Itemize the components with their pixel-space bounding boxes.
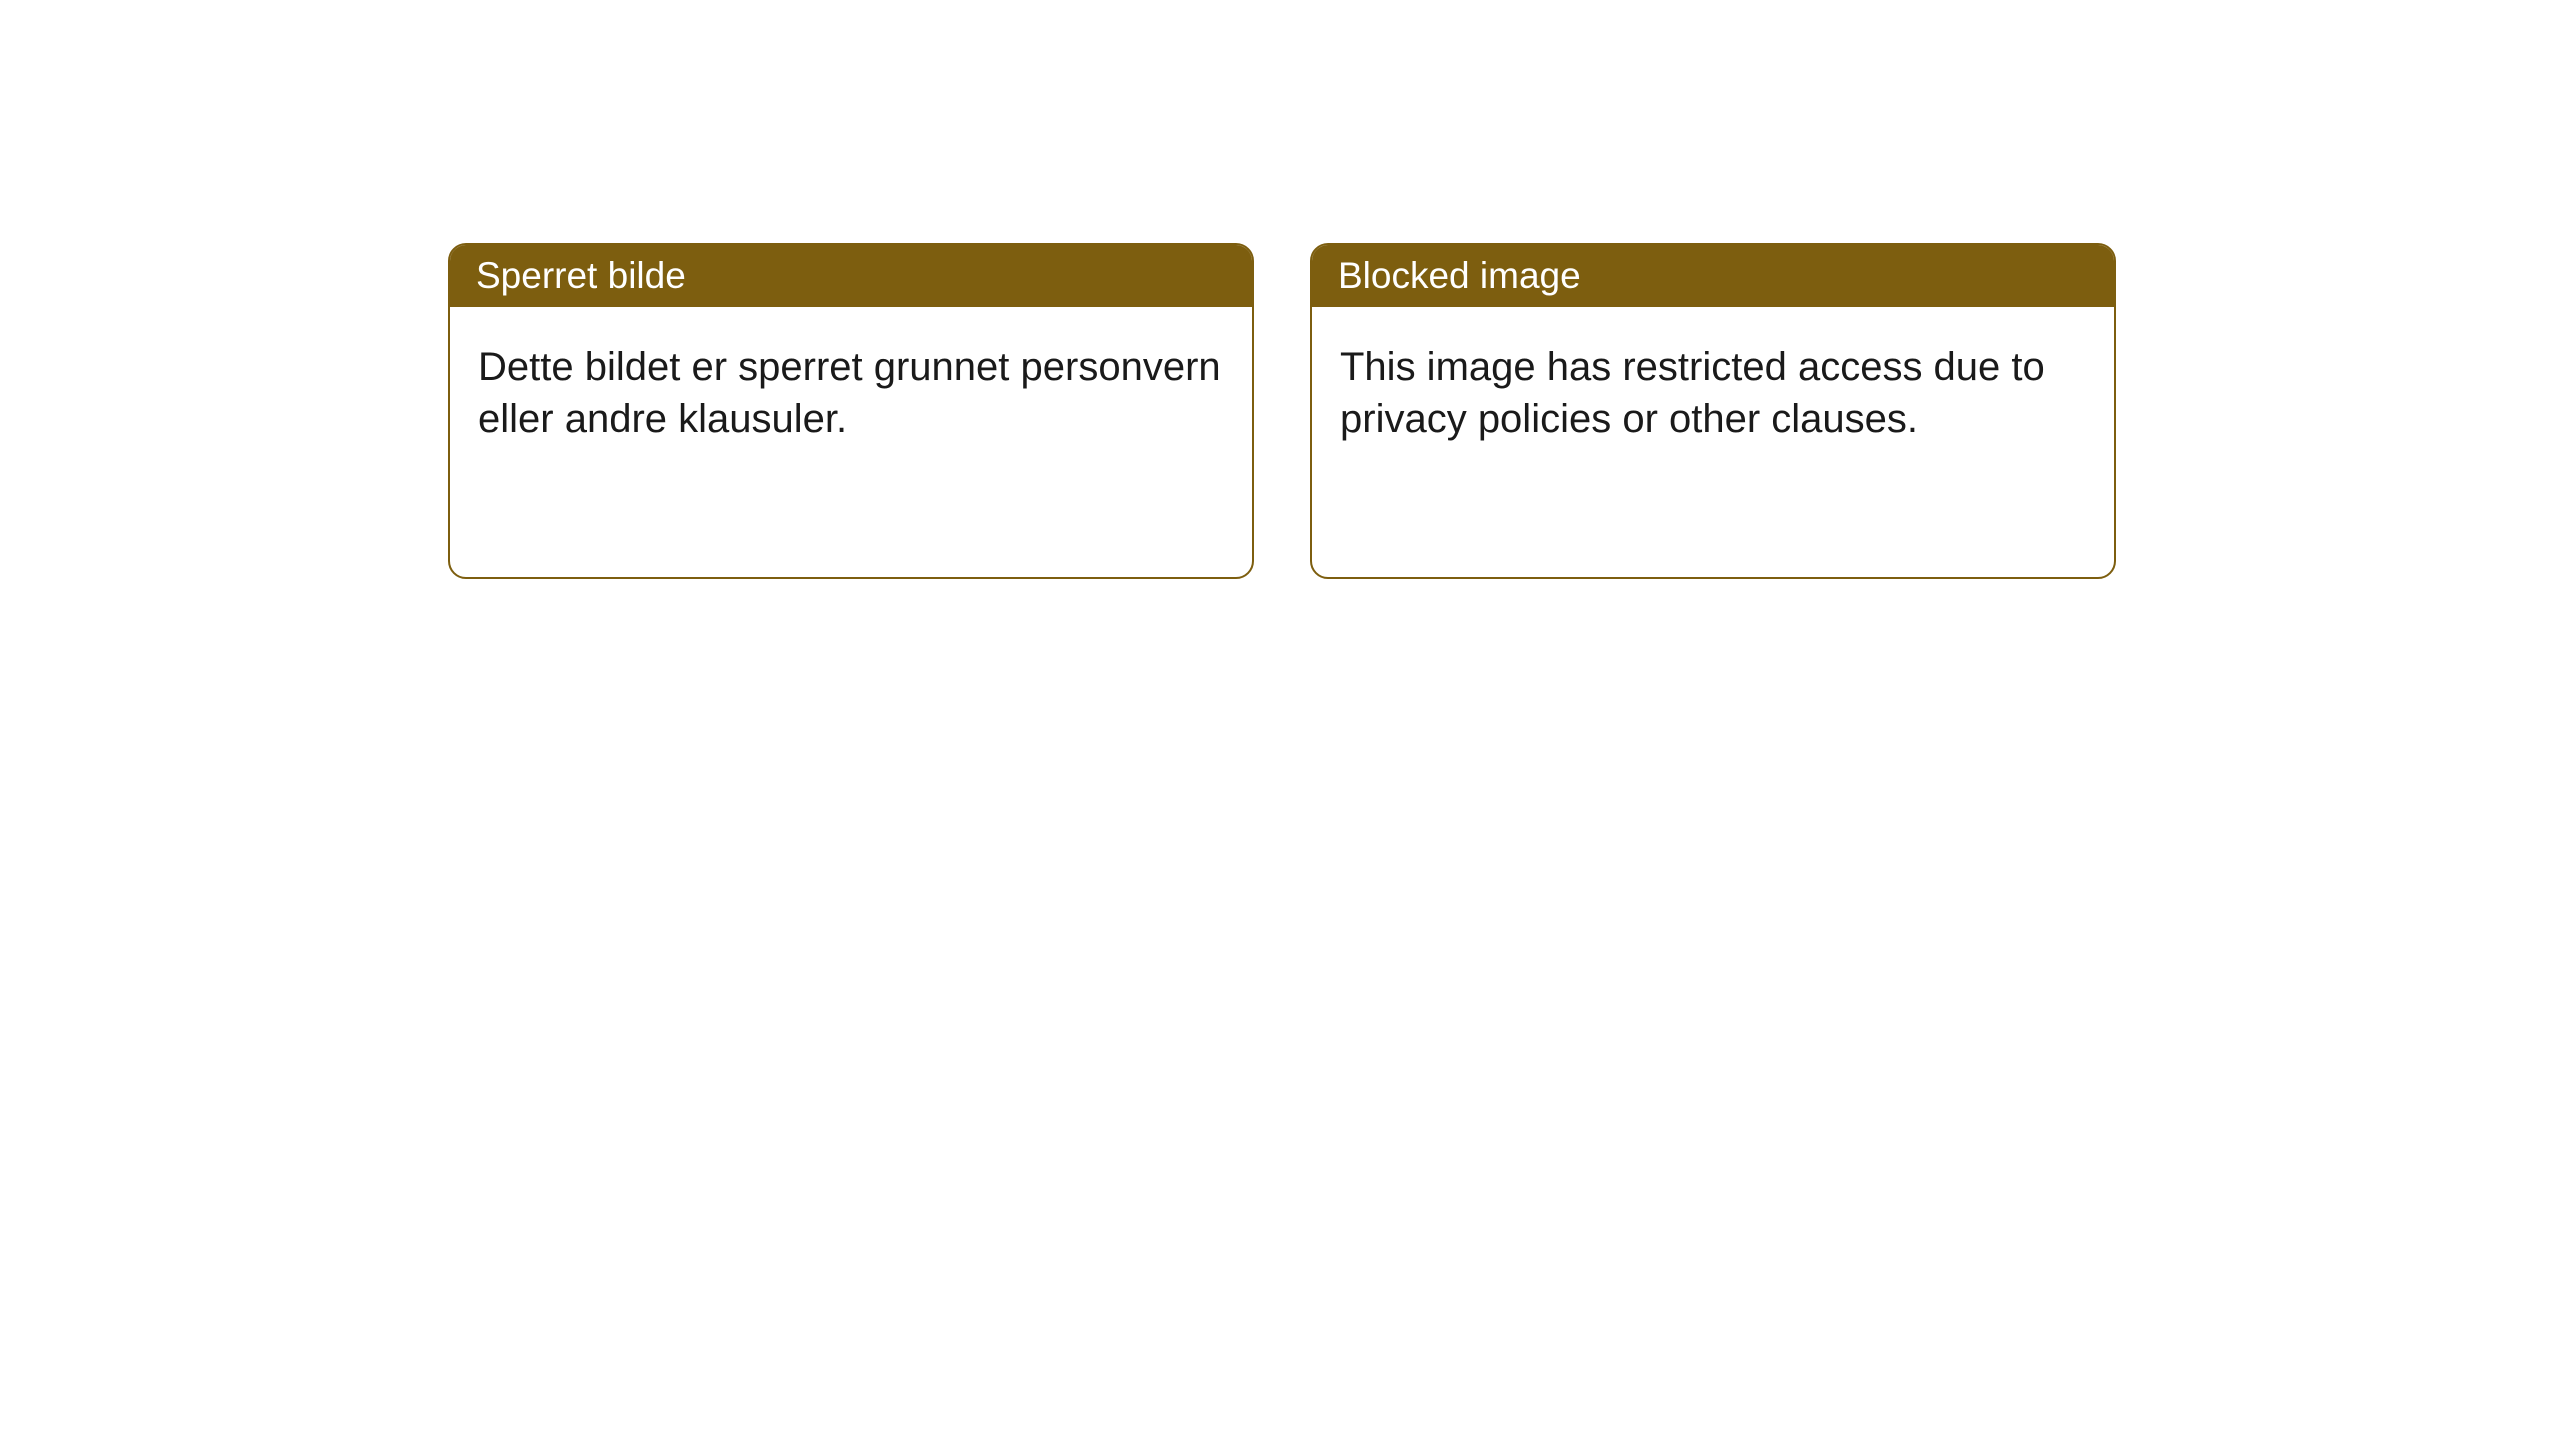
blocked-image-card-no: Sperret bilde Dette bildet er sperret gr… [448, 243, 1254, 579]
card-body-no: Dette bildet er sperret grunnet personve… [450, 307, 1252, 479]
card-header-no: Sperret bilde [450, 245, 1252, 307]
card-header-en: Blocked image [1312, 245, 2114, 307]
card-body-en: This image has restricted access due to … [1312, 307, 2114, 479]
notice-container: Sperret bilde Dette bildet er sperret gr… [448, 243, 2116, 579]
blocked-image-card-en: Blocked image This image has restricted … [1310, 243, 2116, 579]
